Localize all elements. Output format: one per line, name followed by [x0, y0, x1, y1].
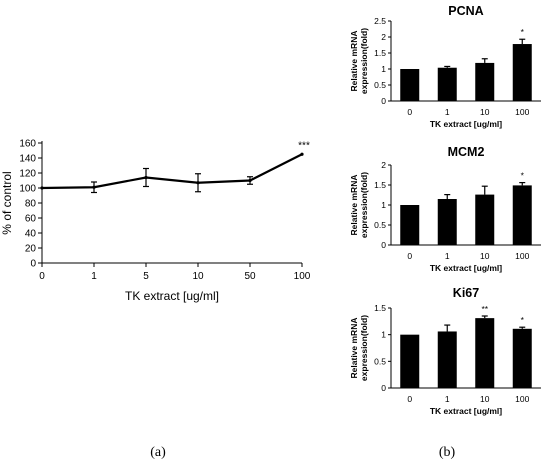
- bar-chart-x-tick-label: 10: [480, 251, 490, 261]
- bar-chart-x-tick-label: 1: [445, 107, 450, 117]
- bar-chart-x-tick-label: 0: [407, 251, 412, 261]
- bar-chart-bar: [437, 67, 457, 101]
- bar-chart-bar: [437, 331, 457, 388]
- bar-chart-title: MCM2: [448, 145, 485, 159]
- line-chart-y-tick-label: 20: [25, 244, 37, 255]
- line-chart-point: [248, 178, 252, 183]
- bar-chart-x-tick-label: 0: [407, 394, 412, 404]
- bar-chart-y-tick-label: 1.5: [374, 180, 386, 190]
- bar-chart-x-tick-label: 100: [515, 251, 529, 261]
- line-chart-x-tick-label: 10: [192, 271, 204, 282]
- bar-chart-x-axis-title: TK extract [ug/ml]: [430, 406, 502, 416]
- bar-chart-y-tick-label: 0: [381, 96, 386, 106]
- bar-chart-title: PCNA: [448, 4, 483, 18]
- bar-chart-x-tick-label: 0: [407, 107, 412, 117]
- line-chart-point: [92, 185, 96, 189]
- bar-chart-y-tick-label: 0: [381, 240, 386, 250]
- bar-chart-bar: [400, 69, 420, 101]
- bar-chart-x-tick-label: 100: [515, 394, 529, 404]
- bar-chart-y-tick-label: 1: [381, 200, 386, 210]
- line-chart-x-tick-label: 5: [143, 271, 149, 282]
- bar-chart-y-tick-label: 0.5: [374, 220, 386, 230]
- line-chart-y-tick-label: 60: [25, 214, 37, 225]
- bar-chart-bar: [400, 334, 420, 388]
- bar-chart-x-tick-label: 10: [480, 394, 490, 404]
- line-chart-x-tick-label: 100: [294, 271, 311, 282]
- bar-chart-bar: [475, 318, 495, 388]
- bar-chart-y-tick-label: 1.5: [374, 48, 386, 58]
- bar-chart-significance: *: [521, 171, 525, 181]
- bar-chart-y-axis-title-line1: Relative mRNA: [349, 31, 359, 92]
- bar-chart-bar: [512, 185, 532, 245]
- line-chart-x-tick-label: 0: [39, 271, 45, 282]
- bar-chart-y-axis-title-line1: Relative mRNA: [349, 175, 359, 236]
- bar-chart-y-tick-label: 0.5: [374, 80, 386, 90]
- line-chart-series-line: [41, 153, 303, 190]
- bar-chart-y-axis-title-line2: expression(fold): [359, 28, 369, 94]
- line-chart-y-tick-label: 100: [19, 184, 36, 195]
- bar-chart-y-tick-label: 1: [381, 64, 386, 74]
- line-chart-x-tick-label: 1: [91, 271, 97, 282]
- line-chart-y-tick-label: 120: [19, 169, 36, 180]
- bar-chart-y-axis-title-line2: expression(fold): [359, 315, 369, 381]
- line-chart-x-axis-title: TK extract [ug/ml]: [125, 289, 219, 303]
- line-chart-y-tick-label: 0: [30, 259, 36, 270]
- line-chart-y-tick-label: 140: [19, 154, 36, 165]
- bar-chart-y-tick-label: 2: [381, 160, 386, 170]
- line-chart-y-tick-label: 80: [25, 199, 37, 210]
- line-chart-significance: ***: [298, 140, 310, 151]
- bar-chart-significance: *: [521, 315, 525, 325]
- bar-chart-bar: [400, 205, 420, 245]
- bar-chart-x-tick-label: 100: [515, 107, 529, 117]
- bar-chart-y-axis-title-line1: Relative mRNA: [349, 318, 359, 379]
- bar-chart-bar: [512, 44, 532, 101]
- bar-chart-significance: **: [481, 304, 488, 314]
- panel-label-a: (a): [150, 445, 166, 460]
- bar-chart-y-tick-label: 2: [381, 32, 386, 42]
- line-chart-x-tick-label: 50: [244, 271, 256, 282]
- line-chart-y-tick-label: 160: [19, 139, 36, 150]
- line-chart-point: [300, 152, 304, 156]
- line-chart-y-axis-title: % of control: [0, 171, 14, 234]
- bar-chart-y-tick-label: 0.5: [374, 356, 386, 366]
- panel-label-b: (b): [439, 445, 456, 460]
- bar-chart-significance: *: [521, 27, 525, 37]
- line-chart-point: [144, 175, 148, 180]
- bar-chart-x-axis-title: TK extract [ug/ml]: [430, 119, 502, 129]
- bar-chart-bar: [512, 328, 532, 388]
- line-chart-y-tick-label: 40: [25, 229, 37, 240]
- bar-chart-x-tick-label: 1: [445, 251, 450, 261]
- bar-chart-y-tick-label: 2.5: [374, 16, 386, 26]
- bar-chart-bar: [437, 199, 457, 245]
- bar-chart-x-tick-label: 1: [445, 394, 450, 404]
- bar-chart-title: Ki67: [453, 286, 479, 300]
- line-chart-point: [40, 186, 44, 190]
- bar-chart-y-tick-label: 1.5: [374, 303, 386, 313]
- bar-chart-x-tick-label: 10: [480, 107, 490, 117]
- bar-chart-y-tick-label: 0: [381, 383, 386, 393]
- bar-chart-y-tick-label: 1: [381, 330, 386, 340]
- bar-chart-x-axis-title: TK extract [ug/ml]: [430, 263, 502, 273]
- bar-chart-bar: [475, 62, 495, 101]
- bar-chart-y-axis-title-line2: expression(fold): [359, 172, 369, 238]
- bar-chart-bar: [475, 194, 495, 245]
- line-chart-point: [196, 181, 200, 185]
